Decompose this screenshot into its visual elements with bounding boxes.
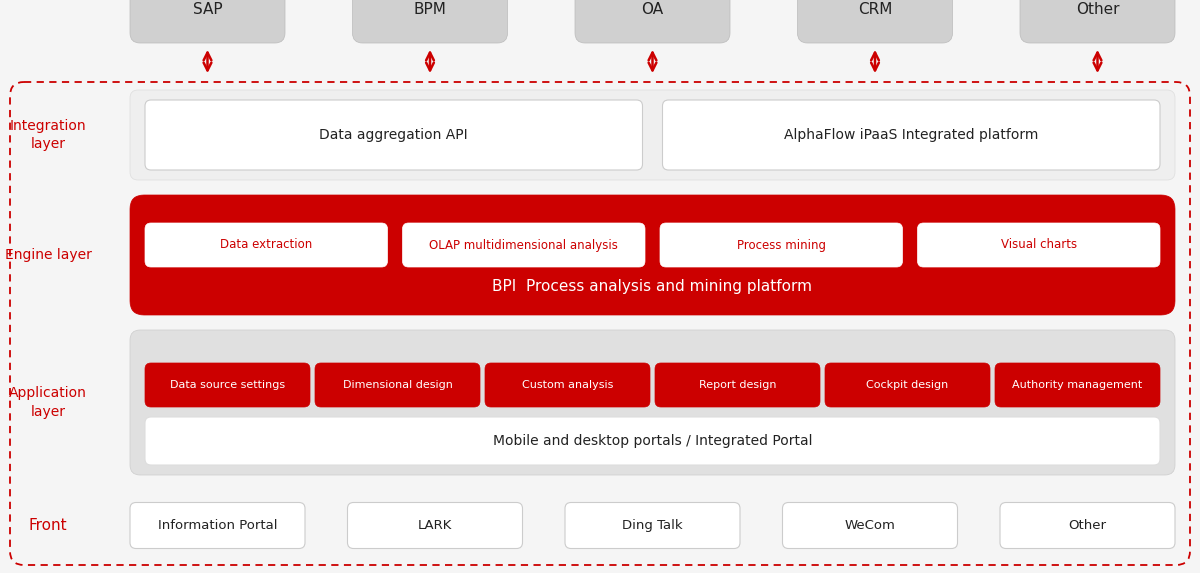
FancyBboxPatch shape bbox=[660, 223, 902, 267]
Text: Cockpit design: Cockpit design bbox=[866, 380, 949, 390]
FancyBboxPatch shape bbox=[575, 0, 730, 43]
FancyBboxPatch shape bbox=[348, 503, 522, 548]
FancyBboxPatch shape bbox=[662, 100, 1160, 170]
FancyBboxPatch shape bbox=[826, 363, 990, 407]
Text: Dimensional design: Dimensional design bbox=[342, 380, 452, 390]
FancyBboxPatch shape bbox=[782, 503, 958, 548]
Text: Mobile and desktop portals / Integrated Portal: Mobile and desktop portals / Integrated … bbox=[493, 434, 812, 448]
Text: BPI  Process analysis and mining platform: BPI Process analysis and mining platform bbox=[492, 280, 812, 295]
FancyBboxPatch shape bbox=[314, 363, 480, 407]
FancyBboxPatch shape bbox=[565, 503, 740, 548]
FancyBboxPatch shape bbox=[1020, 0, 1175, 43]
Text: Visual charts: Visual charts bbox=[1001, 238, 1076, 252]
FancyBboxPatch shape bbox=[130, 195, 1175, 315]
FancyBboxPatch shape bbox=[353, 0, 508, 43]
Text: Integration
layer: Integration layer bbox=[10, 119, 86, 151]
FancyBboxPatch shape bbox=[130, 330, 1175, 475]
FancyBboxPatch shape bbox=[130, 503, 305, 548]
FancyBboxPatch shape bbox=[130, 0, 286, 43]
Text: Report design: Report design bbox=[698, 380, 776, 390]
Text: OLAP multidimensional analysis: OLAP multidimensional analysis bbox=[430, 238, 618, 252]
FancyBboxPatch shape bbox=[798, 0, 953, 43]
Text: Process mining: Process mining bbox=[737, 238, 826, 252]
Text: Engine layer: Engine layer bbox=[5, 248, 91, 262]
FancyBboxPatch shape bbox=[485, 363, 650, 407]
Text: BPM: BPM bbox=[414, 2, 446, 17]
Text: Other: Other bbox=[1068, 519, 1106, 532]
Text: Application
layer: Application layer bbox=[10, 386, 86, 419]
FancyBboxPatch shape bbox=[145, 363, 310, 407]
Text: Data source settings: Data source settings bbox=[170, 380, 286, 390]
FancyBboxPatch shape bbox=[1000, 503, 1175, 548]
Text: CRM: CRM bbox=[858, 2, 892, 17]
Text: WeCom: WeCom bbox=[845, 519, 895, 532]
Text: Authority management: Authority management bbox=[1013, 380, 1142, 390]
FancyBboxPatch shape bbox=[402, 223, 646, 267]
FancyBboxPatch shape bbox=[995, 363, 1160, 407]
Text: Custom analysis: Custom analysis bbox=[522, 380, 613, 390]
FancyBboxPatch shape bbox=[130, 90, 1175, 180]
FancyBboxPatch shape bbox=[145, 100, 642, 170]
Text: Other: Other bbox=[1075, 2, 1120, 17]
Text: SAP: SAP bbox=[193, 2, 222, 17]
Text: Information Portal: Information Portal bbox=[157, 519, 277, 532]
Text: OA: OA bbox=[642, 2, 664, 17]
FancyBboxPatch shape bbox=[655, 363, 820, 407]
Text: AlphaFlow iPaaS Integrated platform: AlphaFlow iPaaS Integrated platform bbox=[784, 128, 1038, 142]
Text: Data extraction: Data extraction bbox=[220, 238, 312, 252]
FancyBboxPatch shape bbox=[145, 417, 1160, 465]
Text: Data aggregation API: Data aggregation API bbox=[319, 128, 468, 142]
Text: Ding Talk: Ding Talk bbox=[622, 519, 683, 532]
Text: LARK: LARK bbox=[418, 519, 452, 532]
Text: Front: Front bbox=[29, 518, 67, 533]
FancyBboxPatch shape bbox=[145, 223, 388, 267]
FancyBboxPatch shape bbox=[918, 223, 1160, 267]
